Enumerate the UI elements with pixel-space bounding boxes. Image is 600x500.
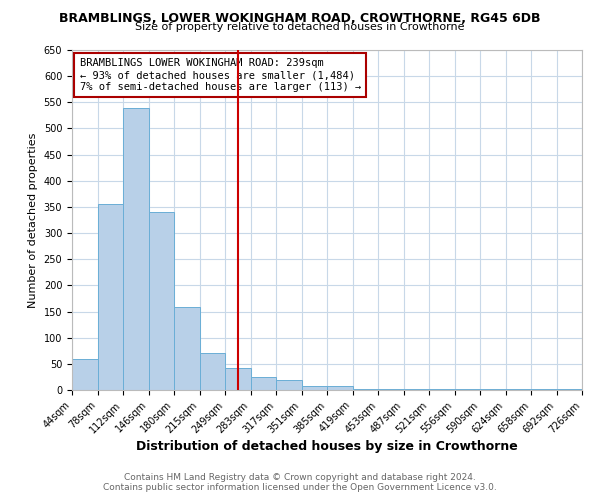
Bar — [251, 377, 276, 390]
Text: Size of property relative to detached houses in Crowthorne: Size of property relative to detached ho… — [135, 22, 465, 32]
Bar — [327, 386, 353, 390]
Y-axis label: Number of detached properties: Number of detached properties — [28, 132, 38, 308]
Bar — [302, 386, 327, 390]
Text: Contains HM Land Registry data © Crown copyright and database right 2024.
Contai: Contains HM Land Registry data © Crown c… — [103, 473, 497, 492]
Bar — [123, 108, 149, 390]
Bar — [276, 380, 302, 390]
X-axis label: Distribution of detached houses by size in Crowthorne: Distribution of detached houses by size … — [136, 440, 518, 453]
Bar — [97, 204, 123, 390]
Bar — [353, 389, 378, 390]
Bar — [72, 358, 97, 390]
Bar — [174, 308, 199, 390]
Text: BRAMBLINGS, LOWER WOKINGHAM ROAD, CROWTHORNE, RG45 6DB: BRAMBLINGS, LOWER WOKINGHAM ROAD, CROWTH… — [59, 12, 541, 26]
Bar — [199, 354, 225, 390]
Bar — [149, 212, 174, 390]
Text: BRAMBLINGS LOWER WOKINGHAM ROAD: 239sqm
← 93% of detached houses are smaller (1,: BRAMBLINGS LOWER WOKINGHAM ROAD: 239sqm … — [80, 58, 361, 92]
Bar — [225, 368, 251, 390]
